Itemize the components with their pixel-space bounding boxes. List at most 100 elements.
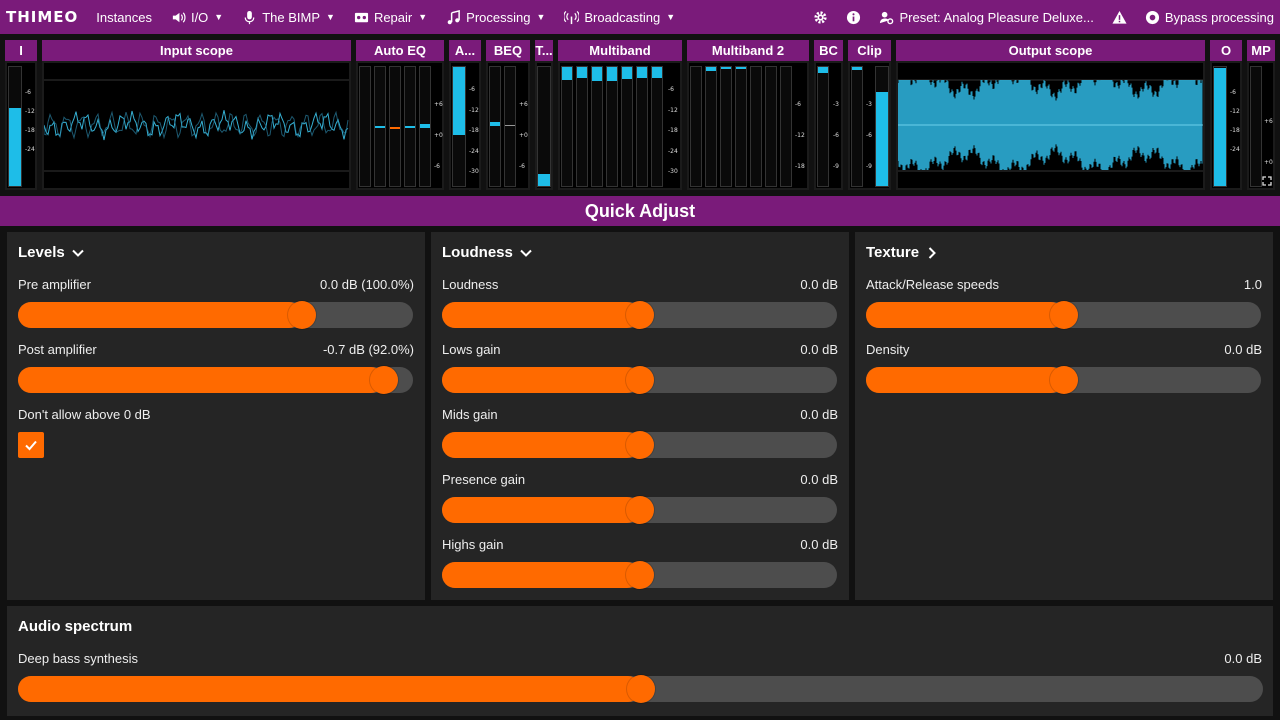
menu-io[interactable]: I/O ▼ <box>171 10 223 25</box>
slider-thumb[interactable] <box>627 675 655 703</box>
slider-thumb[interactable] <box>370 366 398 394</box>
music-note-icon <box>447 9 461 24</box>
menu-bimp[interactable]: The BIMP ▼ <box>242 10 335 25</box>
slider-fill <box>18 676 641 702</box>
menu-instances[interactable]: Instances <box>96 10 152 25</box>
mb2-gr-bar <box>706 67 716 71</box>
input-level-bar <box>9 108 21 186</box>
mp-scale: +6 +0 <box>1264 101 1273 183</box>
audio-spectrum-title[interactable]: Audio spectrum <box>18 618 132 635</box>
mp-panel[interactable]: MP +6 +0 <box>1247 40 1275 190</box>
beq-scale: +6 +0 -6 <box>519 89 528 182</box>
settings-button[interactable] <box>813 10 828 25</box>
texture-panel: Texture Attack/Release speeds 1.0 Densit… <box>855 232 1273 600</box>
chevron-down-icon: ▼ <box>326 12 335 22</box>
post-amplifier-slider[interactable] <box>18 366 413 394</box>
loudness-slider[interactable] <box>442 301 837 329</box>
beq-panel[interactable]: BEQ +6 +0 -6 <box>486 40 530 190</box>
density-label: Density <box>866 342 910 357</box>
scale-tick: -18 <box>1230 127 1240 134</box>
multiband2-panel[interactable]: Multiband 2 -6 -12 -18 <box>687 40 809 190</box>
lows-gain-slider[interactable] <box>442 366 837 394</box>
slider-thumb[interactable] <box>288 301 316 329</box>
scale-tick: +6 <box>519 101 528 108</box>
loudness-title[interactable]: Loudness <box>442 244 533 261</box>
expand-icon[interactable] <box>1262 176 1272 186</box>
post-amplifier-label: Post amplifier <box>18 342 97 357</box>
scale-tick: -12 <box>469 106 479 114</box>
input-scope-panel[interactable]: Input scope <box>42 40 351 190</box>
input-meter-body: -6 -12 -18 -24 <box>7 63 35 188</box>
t-title: T... <box>535 40 553 61</box>
mb-gr-bar <box>622 67 632 79</box>
multiband-panel[interactable]: Multiband -6 -12 -18 -24 -30 <box>558 40 682 190</box>
mb-band-column <box>636 66 648 187</box>
presence-gain-label: Presence gain <box>442 472 526 487</box>
highs-gain-slider[interactable] <box>442 561 837 589</box>
slider-fill <box>866 367 1064 393</box>
warning-button[interactable] <box>1112 10 1127 25</box>
texture-title[interactable]: Texture <box>866 244 939 261</box>
input-meter-panel[interactable]: I -6 -12 -18 -24 <box>5 40 37 190</box>
attack-release-slider[interactable] <box>866 301 1261 329</box>
deep-bass-synthesis-label: Deep bass synthesis <box>18 651 138 666</box>
auto-eq-panel[interactable]: Auto EQ +6 +0 -6 <box>356 40 444 190</box>
dont-allow-above-checkbox[interactable] <box>18 432 44 458</box>
output-scope-panel[interactable]: Output scope <box>896 40 1205 190</box>
loudness-label: Loudness <box>442 277 499 292</box>
menu-repair[interactable]: Repair ▼ <box>354 10 427 25</box>
agc-display: -6 -12 -18 -24 -30 <box>451 63 479 188</box>
slider-thumb[interactable] <box>1050 301 1078 329</box>
t-display <box>537 63 551 188</box>
warning-icon <box>1112 10 1127 24</box>
scale-tick: -9 <box>866 163 872 170</box>
presence-gain-slider[interactable] <box>442 496 837 524</box>
menu-broadcasting[interactable]: Broadcasting ▼ <box>564 10 675 25</box>
output-scope-title: Output scope <box>896 40 1205 61</box>
bypass-label: Bypass processing <box>1164 9 1274 25</box>
t-panel[interactable]: T... <box>535 40 553 190</box>
levels-title[interactable]: Levels <box>18 244 85 261</box>
clip-display: -3 -6 -9 <box>850 63 889 188</box>
scale-tick: -12 <box>668 106 678 114</box>
mb2-band-column <box>720 66 732 187</box>
multiband2-display: -6 -12 -18 <box>689 63 807 188</box>
bc-panel[interactable]: BC -3 -6 -9 <box>814 40 843 190</box>
scale-tick: -12 <box>1230 108 1240 115</box>
loudness-title-label: Loudness <box>442 244 513 261</box>
eq-band-column <box>419 66 431 187</box>
agc-panel[interactable]: A... -6 -12 -18 -24 -30 <box>449 40 481 190</box>
clip-panel[interactable]: Clip -3 -6 -9 <box>848 40 891 190</box>
tape-icon <box>354 12 368 22</box>
bypass-button[interactable]: Bypass processing <box>1145 10 1274 25</box>
eq-level-marker <box>375 126 385 128</box>
quick-adjust-header: Quick Adjust <box>0 196 1280 226</box>
info-button[interactable] <box>846 10 861 25</box>
slider-thumb[interactable] <box>626 301 654 329</box>
pre-amplifier-slider[interactable] <box>18 301 413 329</box>
attack-release-label: Attack/Release speeds <box>866 277 999 292</box>
deep-bass-synthesis-slider[interactable] <box>18 675 1263 703</box>
speaker-icon <box>172 11 186 23</box>
slider-thumb[interactable] <box>1050 366 1078 394</box>
slider-thumb[interactable] <box>626 496 654 524</box>
menu-processing[interactable]: Processing ▼ <box>446 9 545 25</box>
scale-tick: +6 <box>434 101 443 108</box>
output-meter-panel[interactable]: O -6 -12 -18 -24 <box>1210 40 1242 190</box>
slider-thumb[interactable] <box>626 561 654 589</box>
density-slider[interactable] <box>866 366 1261 394</box>
slider-thumb[interactable] <box>626 366 654 394</box>
pre-amplifier-label: Pre amplifier <box>18 277 91 292</box>
mb-gr-bar <box>607 67 617 81</box>
mids-gain-slider[interactable] <box>442 431 837 459</box>
density-value: 0.0 dB <box>1224 342 1262 357</box>
slider-thumb[interactable] <box>626 431 654 459</box>
agc-scale: -6 -12 -18 -24 -30 <box>469 80 479 183</box>
mb2-band-column <box>765 66 777 187</box>
lows-gain-value: 0.0 dB <box>800 342 838 357</box>
scale-tick: -24 <box>25 146 35 153</box>
preset-button[interactable]: Preset: Analog Pleasure Deluxe... <box>879 10 1094 25</box>
output-meter-body: -6 -12 -18 -24 <box>1212 63 1240 188</box>
input-scope-display <box>44 63 349 188</box>
eq-level-marker <box>390 127 400 129</box>
